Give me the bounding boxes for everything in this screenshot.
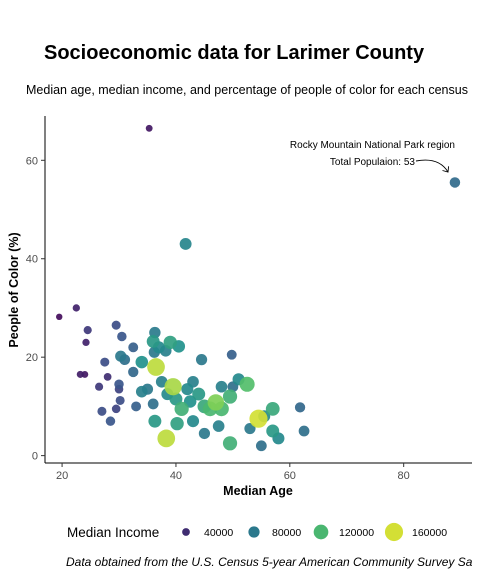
data-point bbox=[135, 355, 149, 369]
axes bbox=[44, 116, 472, 464]
data-point bbox=[157, 429, 176, 448]
data-point bbox=[222, 436, 238, 451]
annotation-line-1: Rocky Mountain National Park region bbox=[290, 140, 455, 151]
annotation: Rocky Mountain National Park region Tota… bbox=[290, 140, 455, 173]
data-point bbox=[117, 331, 127, 342]
data-point bbox=[298, 425, 310, 437]
data-point bbox=[115, 395, 125, 406]
x-axis-title: Median Age bbox=[223, 484, 293, 498]
legend-label: 40000 bbox=[204, 527, 233, 539]
data-point bbox=[72, 304, 80, 312]
annotation-arrowhead bbox=[442, 166, 450, 173]
y-ticks: 0 20 40 60 bbox=[26, 155, 45, 463]
data-point bbox=[105, 416, 116, 426]
data-point bbox=[147, 358, 165, 376]
data-point bbox=[128, 342, 139, 353]
legend-label: 80000 bbox=[272, 527, 301, 539]
data-point bbox=[97, 406, 107, 416]
data-point bbox=[131, 401, 142, 412]
data-point bbox=[135, 385, 148, 398]
data-point bbox=[198, 427, 211, 440]
x-tick-label: 40 bbox=[170, 470, 182, 482]
data-point bbox=[103, 372, 112, 381]
data-point bbox=[83, 326, 92, 335]
legend-key bbox=[248, 526, 260, 538]
data-point bbox=[95, 382, 104, 391]
data-point bbox=[147, 398, 159, 410]
data-point bbox=[249, 409, 268, 428]
chart-subtitle: Median age, median income, and percentag… bbox=[26, 83, 468, 97]
data-point bbox=[170, 416, 184, 431]
legend-key bbox=[384, 522, 404, 542]
data-points bbox=[56, 124, 461, 452]
data-point bbox=[163, 335, 177, 350]
data-point bbox=[111, 404, 121, 414]
data-point bbox=[174, 401, 189, 416]
legend-label: 120000 bbox=[339, 527, 374, 539]
data-point bbox=[195, 354, 208, 366]
data-point bbox=[215, 380, 228, 393]
data-point bbox=[114, 379, 124, 389]
data-point bbox=[186, 415, 200, 428]
x-tick-label: 20 bbox=[56, 470, 68, 482]
x-tick-label: 80 bbox=[398, 470, 410, 482]
data-point bbox=[145, 124, 153, 132]
data-point bbox=[294, 402, 306, 413]
size-legend: Median Income 40000 80000 120000 160000 bbox=[67, 522, 447, 542]
data-point bbox=[181, 383, 194, 396]
data-point bbox=[222, 389, 238, 404]
y-axis-title: People of Color (%) bbox=[7, 232, 21, 347]
annotation-line-2: Total Populaion: 53 bbox=[330, 157, 416, 168]
legend-title: Median Income bbox=[67, 525, 159, 540]
data-point bbox=[226, 349, 237, 360]
x-tick-label: 60 bbox=[284, 470, 296, 482]
data-point bbox=[115, 350, 127, 362]
data-point bbox=[155, 375, 168, 388]
data-point bbox=[192, 387, 206, 401]
y-tick-label: 40 bbox=[26, 254, 38, 266]
data-point bbox=[146, 334, 160, 348]
annotation-arrow bbox=[415, 159, 449, 173]
data-point bbox=[100, 357, 110, 367]
data-point bbox=[207, 394, 224, 411]
data-point bbox=[128, 366, 139, 378]
y-tick-label: 60 bbox=[26, 155, 38, 167]
data-point bbox=[266, 424, 280, 438]
data-point bbox=[148, 414, 162, 428]
y-tick-label: 0 bbox=[32, 451, 38, 463]
data-point bbox=[244, 422, 256, 435]
data-point bbox=[449, 177, 461, 188]
data-point bbox=[212, 420, 225, 432]
data-point bbox=[164, 378, 182, 396]
data-point bbox=[76, 370, 84, 378]
y-tick-label: 20 bbox=[26, 352, 38, 364]
data-point bbox=[179, 238, 192, 250]
legend-key bbox=[313, 524, 329, 540]
data-point bbox=[265, 401, 280, 416]
data-point bbox=[111, 320, 121, 330]
data-point bbox=[82, 338, 90, 347]
x-ticks: 20 40 60 80 bbox=[56, 463, 410, 482]
chart-caption: Data obtained from the U.S. Census 5-yea… bbox=[66, 555, 473, 569]
data-point bbox=[56, 313, 63, 321]
data-point bbox=[239, 376, 255, 392]
data-point bbox=[255, 440, 267, 452]
chart-title: Socioeconomic data for Larimer County bbox=[44, 42, 425, 64]
legend-label: 160000 bbox=[412, 527, 447, 539]
legend-key bbox=[182, 528, 190, 536]
